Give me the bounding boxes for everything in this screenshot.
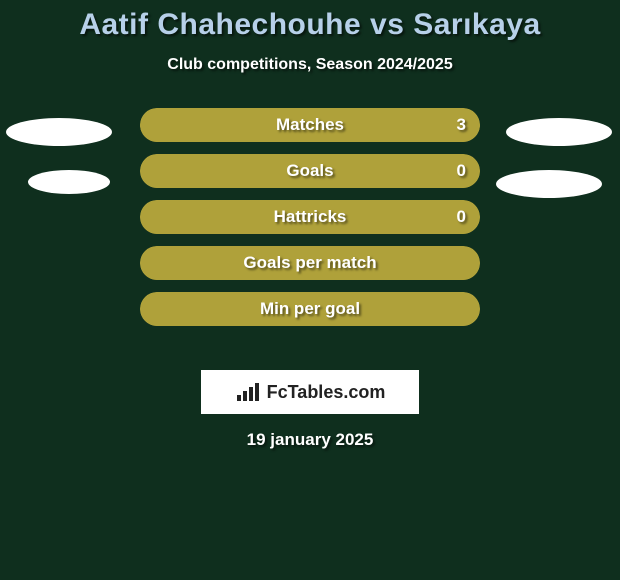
bar-label: Hattricks — [140, 207, 480, 227]
right-marker-1 — [506, 118, 612, 146]
bar-value: 0 — [457, 161, 466, 181]
bar-chart-icon — [235, 381, 261, 403]
bar-row: Min per goal — [140, 292, 480, 326]
bar-row: Matches 3 — [140, 108, 480, 142]
bar-label: Matches — [140, 115, 480, 135]
left-marker-2 — [28, 170, 110, 194]
bar-label: Min per goal — [140, 299, 480, 319]
page-title: Aatif Chahechouhe vs Sarıkaya — [0, 0, 620, 42]
subtitle: Club competitions, Season 2024/2025 — [0, 56, 620, 74]
bar-list: Matches 3 Goals 0 Hattricks 0 Goals per … — [140, 108, 480, 338]
bar-value: 3 — [457, 115, 466, 135]
comparison-chart: Matches 3 Goals 0 Hattricks 0 Goals per … — [0, 108, 620, 358]
bar-label: Goals — [140, 161, 480, 181]
date-text: 19 january 2025 — [0, 430, 620, 450]
brand-text: FcTables.com — [267, 382, 386, 403]
bar-row: Hattricks 0 — [140, 200, 480, 234]
brand-badge: FcTables.com — [201, 370, 419, 414]
right-marker-2 — [496, 170, 602, 198]
left-marker-1 — [6, 118, 112, 146]
bar-row: Goals 0 — [140, 154, 480, 188]
bar-value: 0 — [457, 207, 466, 227]
bar-label: Goals per match — [140, 253, 480, 273]
bar-row: Goals per match — [140, 246, 480, 280]
